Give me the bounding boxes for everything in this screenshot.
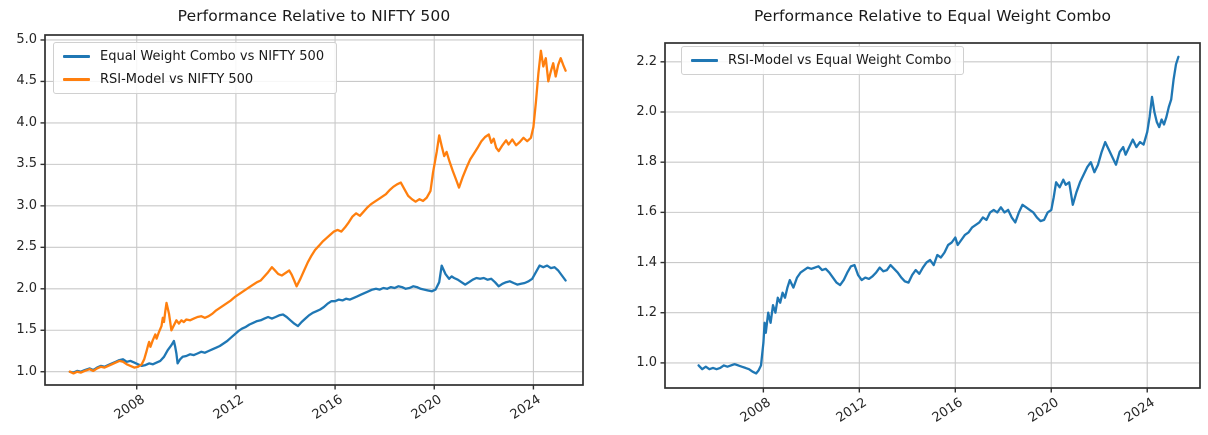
blue-line-sample	[691, 59, 718, 62]
y-tick-label: 3.0	[16, 197, 37, 213]
series-line	[68, 49, 567, 375]
y-tick-label: 1.5	[16, 322, 37, 338]
y-tick-label: 1.4	[636, 254, 657, 270]
orange-line-sample	[63, 78, 90, 81]
series-line	[697, 55, 1180, 375]
y-tick-label: 1.0	[16, 363, 37, 379]
y-tick-label: 5.0	[16, 31, 37, 47]
legend-label: RSI-Model vs Equal Weight Combo	[728, 53, 952, 68]
y-tick-label: 1.6	[636, 204, 657, 220]
legend-item: Equal Weight Combo vs NIFTY 500	[63, 47, 324, 66]
axes-spine	[664, 42, 1201, 389]
y-tick-label: 2.0	[16, 280, 37, 296]
legend-item: RSI-Model vs NIFTY 500	[63, 70, 324, 89]
y-tick-label: 4.0	[16, 114, 37, 130]
y-tick-label: 2.0	[636, 104, 657, 119]
legend-label: RSI-Model vs NIFTY 500	[100, 72, 254, 87]
y-tick-label: 2.5	[16, 239, 37, 255]
y-tick-label: 4.5	[16, 73, 37, 89]
legend-label: Equal Weight Combo vs NIFTY 500	[100, 49, 325, 64]
right-chart-legend: RSI-Model vs Equal Weight Combo	[681, 46, 965, 75]
y-tick-label: 1.2	[636, 304, 657, 320]
right-chart-title: Performance Relative to Equal Weight Com…	[753, 7, 1112, 25]
axes-spine	[44, 34, 584, 386]
y-tick-label: 2.2	[636, 53, 657, 69]
blue-line-sample	[63, 55, 90, 58]
legend-item: RSI-Model vs Equal Weight Combo	[691, 51, 951, 70]
y-tick-label: 3.5	[16, 156, 37, 172]
y-tick-label: 1.0	[636, 354, 657, 370]
y-tick-label: 1.8	[636, 154, 657, 170]
left-chart-legend: Equal Weight Combo vs NIFTY 500 RSI-Mode…	[53, 42, 338, 94]
left-chart-title: Performance Relative to NIFTY 500	[177, 7, 451, 25]
series-line	[68, 264, 567, 374]
